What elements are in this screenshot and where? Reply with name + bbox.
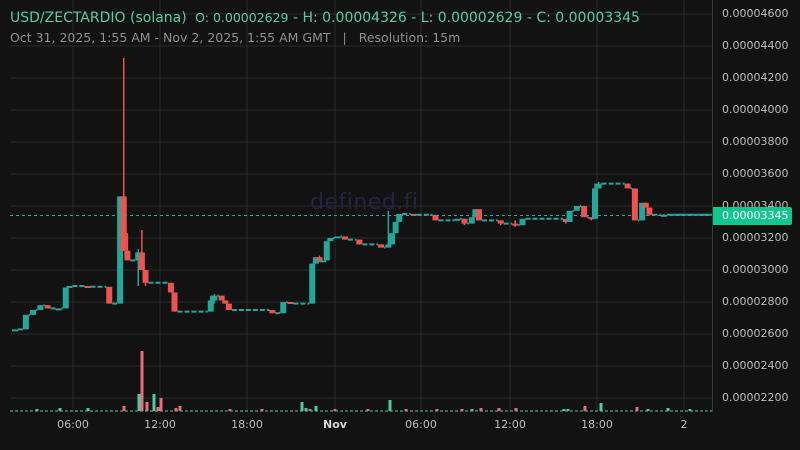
y-tick-label: 0.00002800 (722, 295, 789, 308)
ohlc-open: O: 0.00002629 (195, 10, 289, 25)
x-tick-label: 2 (680, 418, 688, 431)
x-tick-label: 06:00 (57, 418, 89, 431)
ohlc-close: C: 0.00003345 (536, 10, 640, 26)
y-tick-label: 0.00004400 (722, 39, 789, 52)
divider: | (342, 30, 347, 45)
x-tick-label: 18:00 (231, 418, 263, 431)
y-tick-label: 0.00003200 (722, 231, 789, 244)
ohlc-sep: - (292, 10, 299, 26)
y-tick-label: 0.00003800 (722, 135, 789, 148)
last-price-tag: 0.00003345 (713, 207, 792, 225)
x-tick-label: 12:00 (494, 418, 526, 431)
ohlc-sep: - (526, 10, 532, 26)
chart-legend: USD/ZECTARDIO (solana) O: 0.00002629 - H… (10, 10, 640, 45)
y-tick-label: 0.00002400 (722, 359, 789, 372)
ohlc-high: H: 0.00004326 (302, 10, 407, 26)
resolution: Resolution: 15m (358, 30, 461, 45)
watermark: defined.fi (310, 190, 419, 215)
y-tick-label: 0.00004600 (722, 7, 789, 20)
y-tick-label: 0.00003000 (722, 263, 789, 276)
ohlc-sep: - (411, 10, 417, 26)
x-tick-label: Nov (323, 418, 347, 431)
x-tick-label: 18:00 (581, 418, 613, 431)
x-tick-label: 12:00 (144, 418, 176, 431)
ohlc-low: L: 0.00002629 (420, 10, 523, 26)
y-tick-label: 0.00003600 (722, 167, 789, 180)
y-tick-label: 0.00002600 (722, 327, 789, 340)
y-tick-label: 0.00004200 (722, 71, 789, 84)
y-tick-label: 0.00002200 (722, 391, 789, 404)
pair-title: USD/ZECTARDIO (solana) (10, 10, 187, 26)
x-tick-label: 06:00 (405, 418, 437, 431)
date-range: Oct 31, 2025, 1:55 AM - Nov 2, 2025, 1:5… (10, 30, 331, 45)
y-tick-label: 0.00004000 (722, 103, 789, 116)
